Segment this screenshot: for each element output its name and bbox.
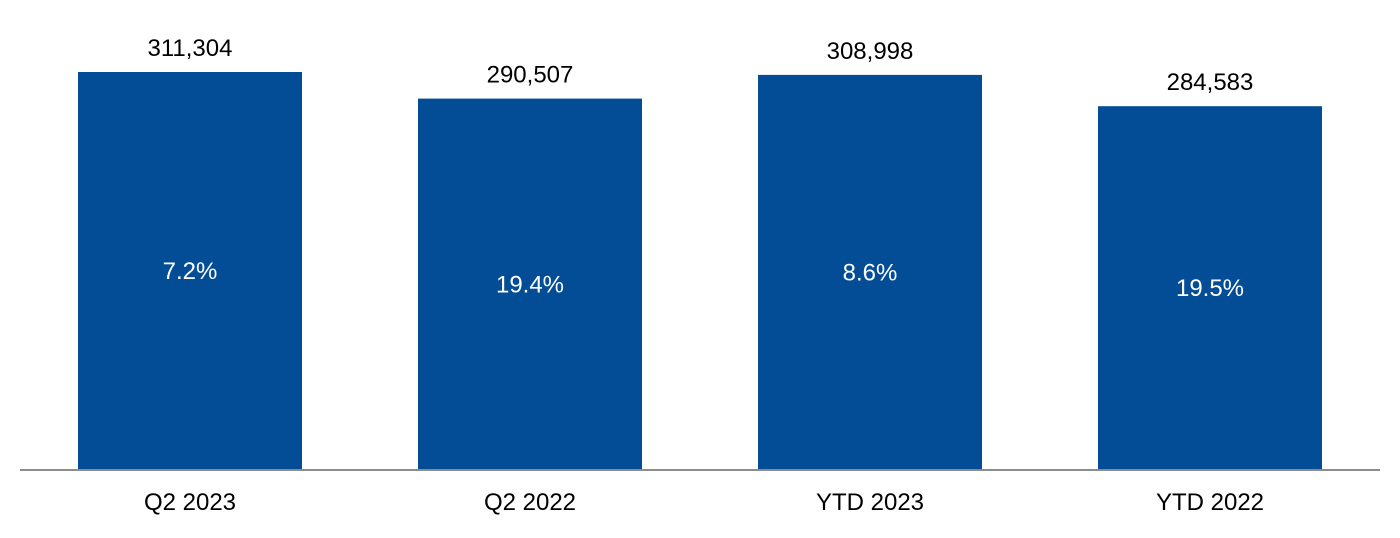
- x-tick-label-3: YTD 2022: [1156, 489, 1264, 516]
- x-tick-label-1: Q2 2022: [484, 489, 576, 516]
- bar-value-label-2: 308,998: [827, 38, 914, 65]
- bar-2: [758, 74, 982, 471]
- bars-layer: [78, 72, 1322, 471]
- bar-1: [418, 98, 642, 470]
- labels-layer: 311,304 7.2% Q2 2023 290,507 19.4% Q2 2022 308…: [144, 35, 1264, 516]
- bar-inner-label-2: 8.6%: [843, 260, 898, 287]
- bar-0: [78, 72, 302, 470]
- bar-value-label-0: 311,304: [148, 35, 233, 62]
- bar-value-label-1: 290,507: [487, 62, 574, 89]
- bar-inner-label-1: 19.4%: [496, 271, 564, 298]
- bar-value-label-3: 284,583: [1167, 69, 1254, 96]
- bar-inner-label-3: 19.5%: [1176, 275, 1244, 302]
- bar-3: [1098, 106, 1322, 470]
- x-tick-label-0: Q2 2023: [144, 489, 236, 516]
- x-tick-label-2: YTD 2023: [816, 489, 924, 516]
- bar-inner-label-0: 7.2%: [163, 258, 218, 285]
